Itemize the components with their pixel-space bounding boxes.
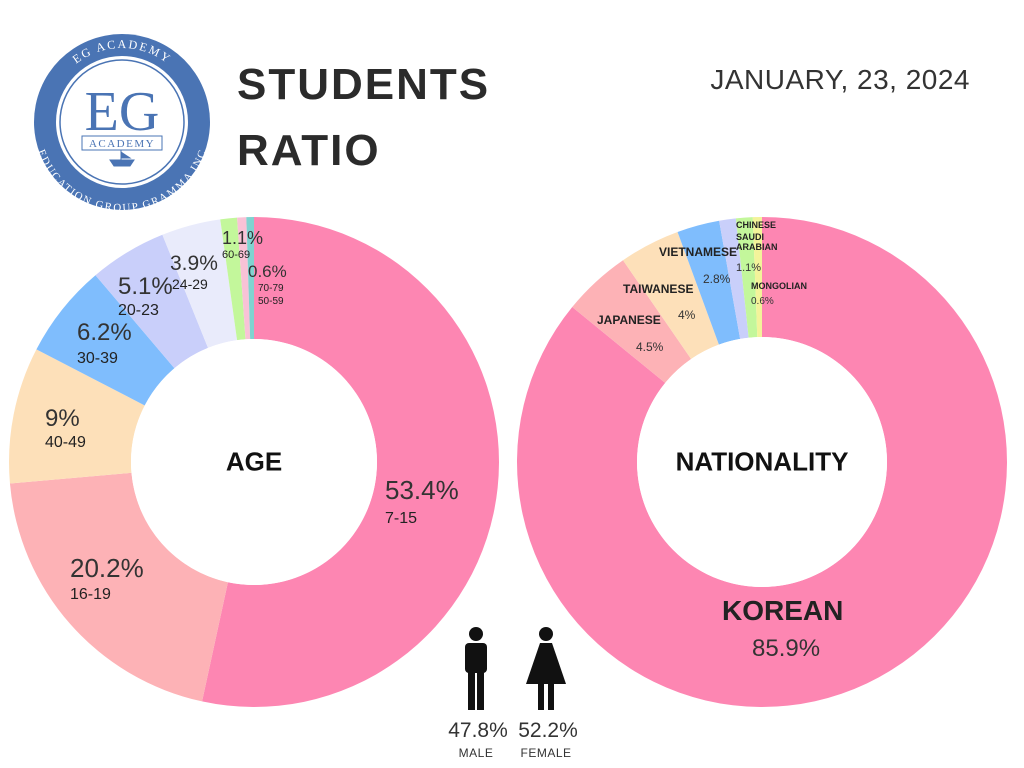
female-icon — [526, 627, 566, 710]
donut-slice — [237, 217, 251, 340]
slice-value-label: 1.1% — [222, 228, 264, 248]
slice-value-label: 85.9% — [752, 635, 821, 662]
donut-slice — [9, 472, 228, 702]
slice-category-label: TAIWANESE — [623, 282, 694, 296]
donut-slice — [8, 349, 145, 484]
date: JANUARY, 23, 2024 — [710, 64, 970, 95]
slice-category-label: 70-79 — [258, 283, 284, 294]
slice-category-label: 16-19 — [70, 586, 111, 603]
slice-category-label: JAPANESE — [597, 313, 661, 327]
logo-inner-ring — [59, 59, 185, 185]
slice-category-label: MONGOLIAN — [751, 281, 807, 291]
female-value: 52.2% — [518, 719, 578, 742]
slice-value-label: 4% — [678, 308, 696, 322]
slice-value-label: 1.1% — [736, 262, 762, 274]
donut-slice — [516, 217, 1007, 707]
donut-hole — [637, 337, 887, 587]
page-title: STUDENTS RATIO — [237, 60, 491, 175]
logo-banner — [81, 135, 163, 151]
gender-icons — [465, 627, 566, 710]
donut-slice — [202, 217, 500, 707]
slice-category-label: 20-23 — [118, 302, 159, 319]
female-label: FEMALE — [520, 746, 572, 760]
slice-value-label: 0.6% — [751, 296, 774, 307]
slice-category-label: 60-69 — [222, 249, 251, 261]
donut-slice — [719, 218, 749, 339]
slice-category-label: 40-49 — [45, 434, 86, 451]
donut-slice — [623, 232, 719, 360]
slice-category-label: 50-59 — [258, 296, 284, 307]
slice-value-label: 6.2% — [77, 319, 132, 346]
donut-slice — [95, 234, 209, 369]
slice-category-label: KOREAN — [722, 595, 844, 626]
donut-slice — [220, 217, 246, 341]
donut-slice — [735, 217, 758, 338]
logo: EG ACADEMY EDUCATION GROUP GRAMMA INC EG… — [34, 34, 210, 214]
donut-slice — [572, 260, 692, 383]
slice-value-label: 4.5% — [636, 340, 664, 354]
slice-value-label: 53.4% — [385, 475, 459, 505]
slice-value-label: 2.8% — [703, 272, 731, 286]
donut-slice — [246, 217, 254, 340]
slice-category-label: 24-29 — [172, 276, 208, 292]
logo-ship — [109, 150, 135, 167]
donut-slice — [162, 219, 238, 348]
donut-center-label: AGE — [225, 446, 283, 477]
slice-value-label: 9% — [45, 405, 80, 432]
donut-center-label: NATIONALITY — [675, 446, 849, 477]
logo-name: ACADEMY — [89, 138, 155, 150]
male-label: MALE — [458, 746, 494, 760]
slice-value-label: 20.2% — [70, 553, 144, 583]
slice-value-label: 3.9% — [170, 252, 218, 275]
slice-category-label: CHINESE — [736, 220, 777, 230]
donut-slice — [36, 275, 175, 406]
male-value: 47.8% — [448, 719, 508, 742]
slice-category-label: VIETNAMESE — [659, 245, 738, 259]
male-icon — [465, 627, 487, 710]
donut-slice — [752, 217, 762, 338]
slice-value-label: 5.1% — [118, 273, 173, 300]
slice-category-label: 7-15 — [385, 510, 418, 527]
slice-value-label: 0.6% — [248, 262, 287, 281]
logo-initials: EG — [85, 81, 160, 143]
slice-category-label: SAUDI ARABIAN — [736, 232, 778, 252]
logo-core — [56, 56, 188, 188]
donut-slice — [677, 220, 741, 345]
donut-hole — [131, 339, 377, 585]
slice-category-label: 30-39 — [77, 350, 118, 367]
